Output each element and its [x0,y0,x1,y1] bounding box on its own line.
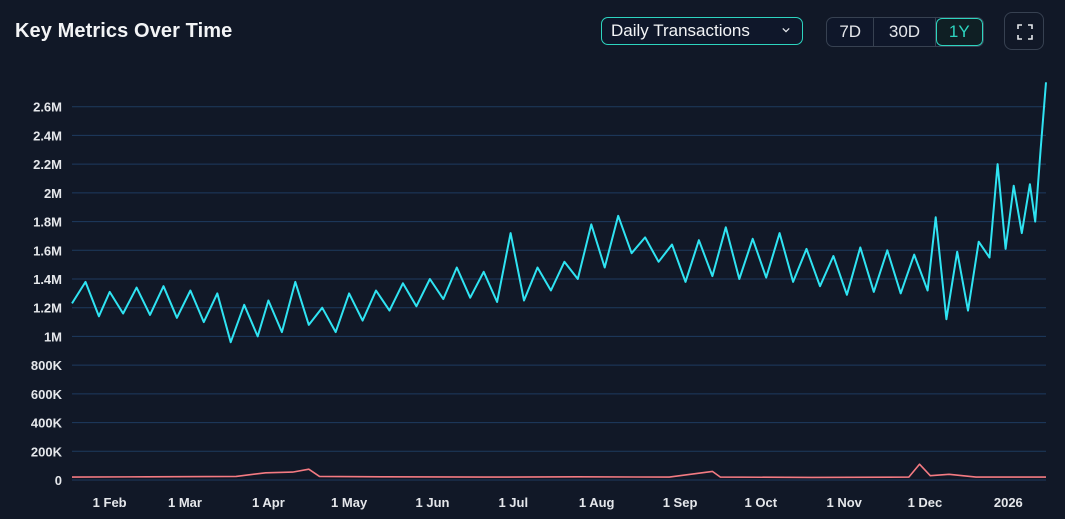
y-tick-label: 2.4M [33,128,62,143]
range-button-1y[interactable]: 1Y [935,18,983,46]
x-tick-label: 1 Mar [168,495,202,510]
y-tick-label: 800K [31,358,63,373]
y-tick-label: 1.8M [33,215,62,230]
x-tick-label: 1 Aug [579,495,615,510]
x-tick-label: 1 Jun [416,495,450,510]
y-tick-label: 400K [31,416,63,431]
y-tick-label: 1.6M [33,243,62,258]
page-title: Key Metrics Over Time [15,20,233,42]
primary-series-line [71,82,1047,344]
chart-header: Key Metrics Over Time Daily Transactions… [0,0,1065,64]
metric-dropdown-label: Daily Transactions [611,21,750,40]
range-button-7d[interactable]: 7D [827,18,875,46]
grid-lines [72,106,1046,481]
expand-icon [1017,24,1033,40]
secondary-series-line [71,463,1046,479]
time-range-selector: 7D 30D 1Y [826,17,984,47]
y-tick-label: 200K [31,444,63,459]
x-tick-label: 1 Dec [908,495,943,510]
y-tick-label: 2.6M [33,100,62,115]
x-axis-ticks: 1 Feb 1 Mar 1 Apr 1 May 1 Jun 1 Jul 1 Aug 1 Sep… [93,495,1023,510]
x-tick-label: 2026 [994,495,1023,510]
x-tick-label: 1 Jul [498,495,528,510]
x-tick-label: 1 Nov [827,495,863,510]
x-tick-label: 1 Sep [663,495,698,510]
y-tick-label: 1.4M [33,272,62,287]
x-tick-label: 1 Feb [93,495,127,510]
y-axis-ticks: 0 200K 400K 600K 800K 1M 1.2M 1.4M 1.6M 1.8M 2M 2.2… [31,100,63,488]
series-lines [71,82,1047,479]
x-tick-label: 1 May [331,495,368,510]
range-button-30d[interactable]: 30D [874,18,936,46]
y-tick-label: 2.2M [33,157,62,172]
y-tick-label: 0 [55,473,62,488]
x-tick-label: 1 Apr [252,495,285,510]
y-tick-label: 2M [44,186,62,201]
chevron-down-icon [782,27,790,33]
y-tick-label: 600K [31,387,63,402]
y-tick-label: 1M [44,329,62,344]
fullscreen-button[interactable] [1004,12,1044,50]
x-tick-label: 1 Oct [745,495,778,510]
metric-dropdown[interactable]: Daily Transactions [601,17,803,45]
y-tick-label: 1.2M [33,301,62,316]
